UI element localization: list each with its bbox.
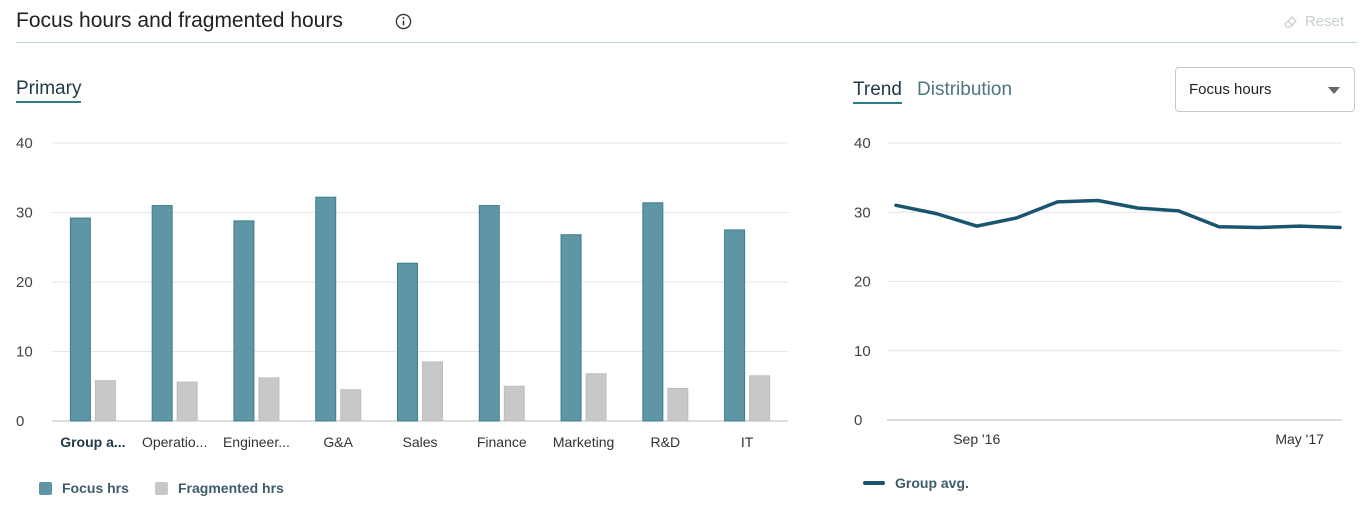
dropdown-value: Focus hours <box>1189 81 1272 98</box>
x-tick-label: IT <box>741 434 754 450</box>
x-tick-label: May '17 <box>1275 431 1324 447</box>
bar-focus <box>642 202 664 422</box>
bar-focus <box>315 196 337 422</box>
reset-label: Reset <box>1304 13 1344 30</box>
bar-focus <box>397 262 418 422</box>
info-icon[interactable] <box>395 13 412 30</box>
bar-focus <box>560 234 582 422</box>
y-tick-label: 40 <box>16 135 33 152</box>
reset-button[interactable]: Reset <box>1283 13 1344 30</box>
bar-fragmented <box>503 385 525 422</box>
bar-fragmented <box>585 373 607 422</box>
fragmented-swatch <box>155 481 168 495</box>
bar-focus <box>478 205 500 422</box>
header: Focus hours and fragmented hours Reset <box>16 0 1357 43</box>
bar-fragmented <box>422 361 443 422</box>
x-tick-label: G&A <box>323 434 353 450</box>
legend-group-avg[interactable]: Group avg. <box>863 475 969 491</box>
trend-chart: 0 10 20 30 40 Sep '16 May '17 <box>854 135 1342 447</box>
y-tick-label: 40 <box>854 135 871 152</box>
y-tick-label: 30 <box>16 205 33 222</box>
y-tick-label: 20 <box>16 274 33 291</box>
x-tick-label: Group a... <box>60 434 125 450</box>
y-tick-label: 20 <box>854 274 871 291</box>
tab-distribution[interactable]: Distribution <box>917 79 1013 100</box>
tab-primary[interactable]: Primary <box>16 78 82 103</box>
x-tick-label: Finance <box>477 434 527 450</box>
x-tick-label: R&D <box>651 434 681 450</box>
bar-fragmented <box>94 380 116 422</box>
x-tick-label: Marketing <box>553 434 614 450</box>
y-tick-label: 0 <box>854 412 862 429</box>
legend-fragmented-label: Fragmented hrs <box>178 480 284 496</box>
legend-focus-label: Focus hrs <box>62 480 129 496</box>
y-tick-label: 0 <box>16 413 24 430</box>
x-tick-label: Sales <box>402 434 437 450</box>
bar-focus <box>151 205 173 422</box>
trend-line-swatch <box>863 481 885 485</box>
bar-fragmented <box>340 389 362 422</box>
metric-dropdown[interactable]: Focus hours <box>1175 67 1355 112</box>
eraser-icon <box>1284 15 1297 28</box>
legend-focus[interactable]: Focus hrs <box>39 480 129 496</box>
legend-fragmented[interactable]: Fragmented hrs <box>155 480 284 496</box>
tab-trend[interactable]: Trend <box>853 79 902 104</box>
x-tick-label: Operatio... <box>142 434 207 450</box>
x-tick-label: Sep '16 <box>953 431 1000 447</box>
bar-fragmented <box>667 387 689 422</box>
page-title: Focus hours and fragmented hours <box>16 9 343 32</box>
y-tick-label: 30 <box>854 204 871 221</box>
chevron-down-icon <box>1328 87 1340 94</box>
focus-swatch <box>39 481 52 495</box>
y-tick-label: 10 <box>854 343 871 360</box>
bar-fragmented <box>749 375 771 422</box>
bar-fragmented <box>176 381 198 422</box>
bar-focus <box>724 229 746 422</box>
bar-focus <box>69 217 91 422</box>
y-tick-label: 10 <box>16 344 33 361</box>
x-tick-label: Engineer... <box>223 434 290 450</box>
trend-line <box>894 198 1342 230</box>
bar-fragmented <box>258 377 280 422</box>
legend-group-avg-label: Group avg. <box>895 475 969 491</box>
bar-chart: 0 10 20 30 40 Group a... Operatio... Engineer..… <box>16 135 788 450</box>
bar-focus <box>233 220 255 422</box>
